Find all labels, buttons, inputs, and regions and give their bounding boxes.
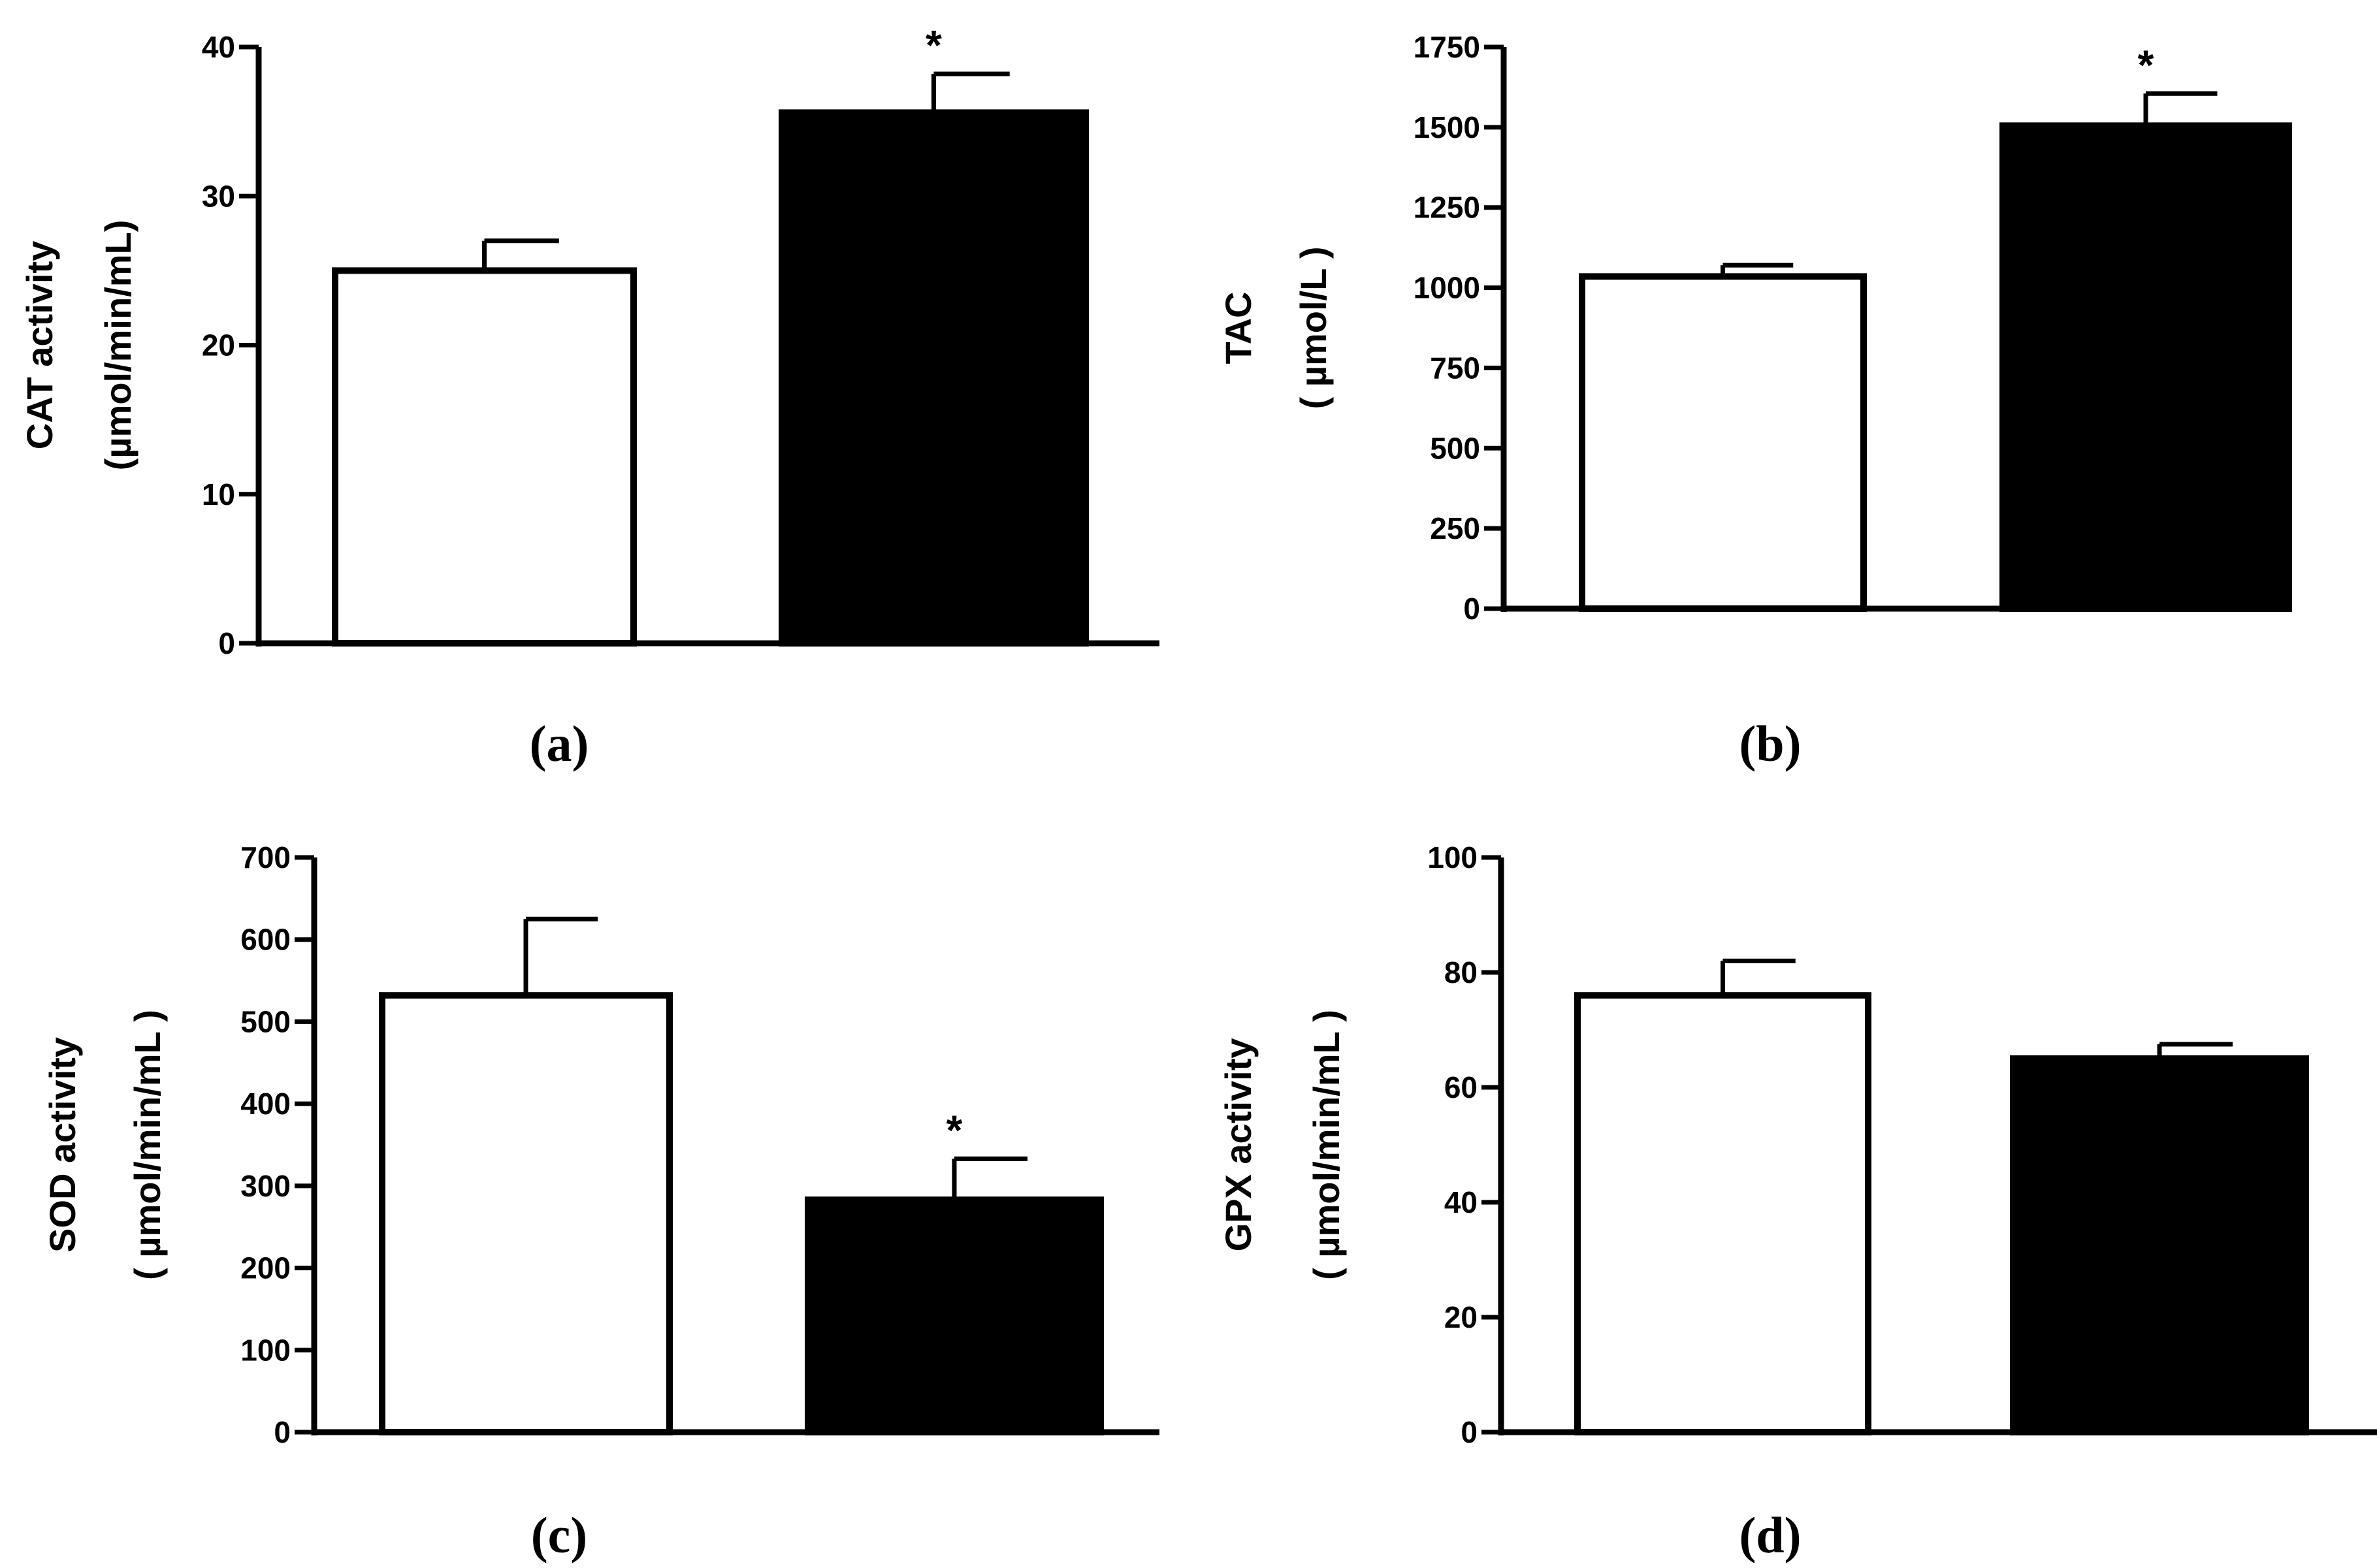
chart-d-ytick-label-3: 60 — [1444, 1070, 1478, 1104]
chart-a-ytick-label-0: 0 — [218, 626, 235, 660]
chart-c-ytick-label-0: 0 — [274, 1415, 291, 1449]
chart-c-ytick-label-2: 200 — [240, 1251, 291, 1285]
chart-d-ytick-label-5: 100 — [1427, 840, 1478, 874]
chart-b-ytick-label-7: 1750 — [1414, 30, 1480, 64]
chart-b-ytick-label-1: 250 — [1430, 511, 1480, 545]
chart-d-ytick-label-1: 20 — [1444, 1300, 1478, 1334]
chart-d-ylabel-line1: GPX activity — [1218, 1038, 1259, 1252]
chart-a-ytick-label-2: 20 — [202, 328, 235, 362]
chart-b-bar-2 — [1999, 122, 2292, 612]
chart-b-ytick-label-4: 1000 — [1414, 271, 1480, 305]
chart-b-ytick-label-0: 0 — [1463, 592, 1480, 626]
chart-b-ytick-label-2: 500 — [1430, 431, 1480, 465]
chart-a-ytick-label-1: 10 — [202, 477, 235, 511]
chart-c-panel-label: (c) — [531, 1507, 588, 1563]
chart-a-panel-label: (a) — [530, 715, 589, 772]
chart-d-ytick-label-2: 40 — [1444, 1185, 1478, 1219]
chart-b-ytick-label-5: 1250 — [1414, 191, 1480, 225]
chart-a-ytick-label-4: 40 — [202, 30, 235, 64]
chart-c-ytick-label-4: 400 — [240, 1087, 291, 1121]
chart-d-panel-label: (d) — [1739, 1507, 1801, 1563]
chart-b-ylabel-line1: TAC — [1218, 292, 1259, 364]
chart-c-ylabel-line1: SOD activity — [42, 1037, 83, 1253]
chart-c-bar-2 — [805, 1196, 1104, 1435]
chart-c-ytick-label-7: 700 — [240, 840, 291, 874]
chart-c-ytick-label-3: 300 — [240, 1169, 291, 1203]
chart-c-ytick-label-5: 500 — [240, 1004, 291, 1038]
chart-b-ytick-label-6: 1500 — [1414, 110, 1480, 144]
chart-b-panel-label: (b) — [1739, 715, 1801, 772]
chart-a-ylabel-line1: CAT activity — [19, 241, 60, 449]
chart-d-ytick-label-0: 0 — [1461, 1415, 1478, 1449]
chart-d-ylabel-line2: ( µmol/min/mL ) — [1306, 1010, 1347, 1280]
chart-d-bar-1 — [1574, 992, 1871, 1435]
chart-c-ytick-label-1: 100 — [240, 1333, 291, 1367]
chart-c-bar-1 — [379, 992, 673, 1435]
chart-c-ylabel-line2: ( µmol/min/mL ) — [127, 1010, 168, 1280]
chart-d-ytick-label-4: 80 — [1444, 955, 1478, 989]
chart-a-bar-2 — [779, 109, 1089, 647]
chart-b-ylabel-line2: ( µmol/L ) — [1293, 247, 1334, 409]
chart-a-ylabel-line2: (µmol/min/mL) — [97, 220, 138, 471]
chart-a-ytick-label-3: 30 — [202, 179, 235, 213]
chart-b-significance-2: * — [2138, 41, 2154, 88]
chart-c-ytick-label-6: 600 — [240, 923, 291, 957]
chart-a-bar-1 — [332, 267, 637, 647]
chart-b-ytick-label-3: 750 — [1430, 351, 1480, 385]
chart-a-significance-2: * — [926, 22, 942, 69]
chart-d-bar-2 — [2010, 1055, 2309, 1435]
chart-b-bar-1 — [1579, 273, 1867, 612]
chart-c-significance-2: * — [946, 1106, 963, 1153]
